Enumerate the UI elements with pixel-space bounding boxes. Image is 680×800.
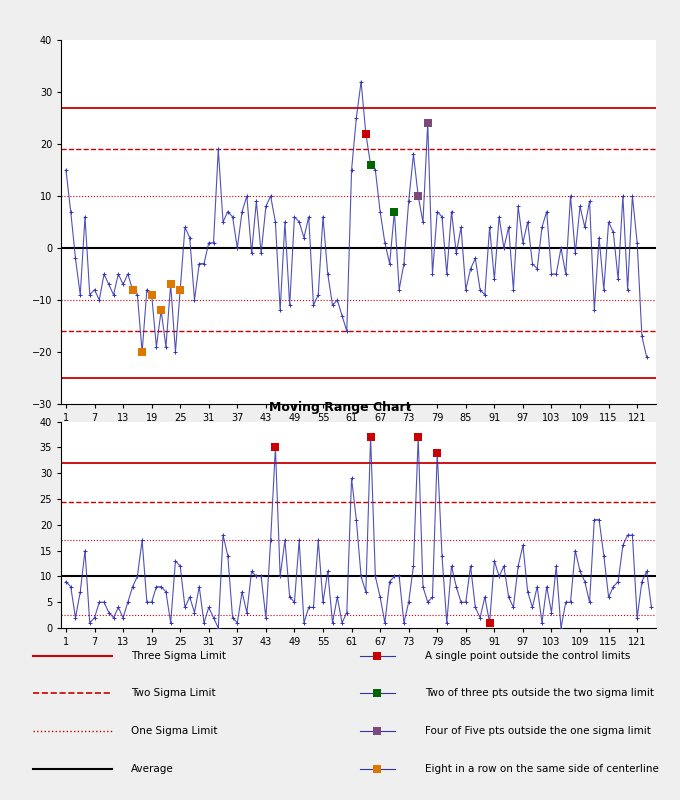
Text: One Sigma Limit: One Sigma Limit [131,726,218,736]
Text: Four of Five pts outside the one sigma limit: Four of Five pts outside the one sigma l… [425,726,651,736]
Text: Moving Range Chart: Moving Range Chart [269,402,411,414]
Text: Average: Average [131,764,174,774]
Text: Eight in a row on the same side of centerline: Eight in a row on the same side of cente… [425,764,659,774]
Text: Two Sigma Limit: Two Sigma Limit [131,688,216,698]
Text: Two of three pts outside the two sigma limit: Two of three pts outside the two sigma l… [425,688,654,698]
Text: Three Sigma Limit: Three Sigma Limit [131,650,226,661]
Text: A single point outside the control limits: A single point outside the control limit… [425,650,630,661]
